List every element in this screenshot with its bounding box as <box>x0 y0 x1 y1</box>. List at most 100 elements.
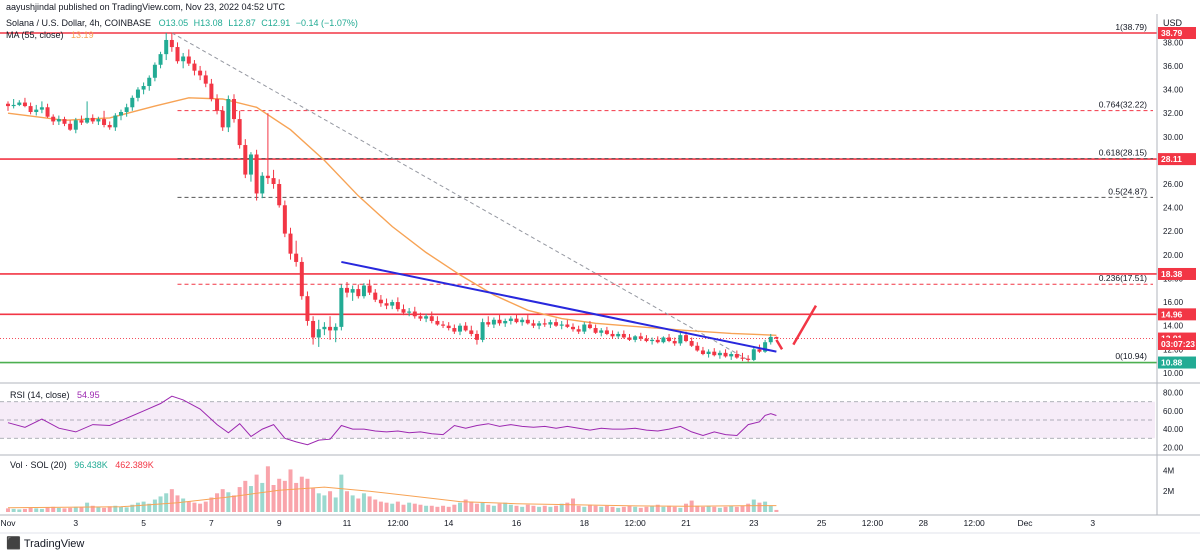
candle <box>378 294 383 307</box>
symbol-title[interactable]: Solana / U.S. Dollar, 4h, COINBASE O13.0… <box>6 18 358 28</box>
volume-bar <box>113 505 118 512</box>
trend-drawings[interactable] <box>341 260 818 353</box>
candle <box>367 279 372 295</box>
candle-body <box>124 107 129 112</box>
candle-body <box>203 75 208 84</box>
volume-bar <box>186 501 191 512</box>
candle <box>678 332 683 346</box>
volume-bar <box>288 469 293 512</box>
candle-body <box>717 352 722 356</box>
volume-legend[interactable]: Vol · SOL (20) 96.438K 462.389K <box>10 460 154 470</box>
candle-body <box>34 109 39 112</box>
candle <box>141 82 146 95</box>
volume-bar <box>119 506 123 512</box>
candle-body <box>107 124 112 128</box>
candle-body <box>740 357 745 359</box>
rsi-line <box>7 395 777 446</box>
candle <box>497 315 502 326</box>
candle <box>277 179 282 208</box>
candle <box>650 337 655 345</box>
volume-bar <box>282 480 287 512</box>
time-axis[interactable]: Nov 3 5 7 9 11 12:00 14 16 18 12:00 21 23 25 12:00 28 12… <box>0 518 1095 528</box>
fib-label: 0.618(28.15) <box>1099 148 1147 158</box>
candle <box>158 51 163 69</box>
candle-body <box>198 70 203 76</box>
volume-bar <box>367 496 372 512</box>
candle-body <box>723 352 728 357</box>
volume-tick-label: 2M <box>1163 487 1174 496</box>
candle-body <box>164 39 169 55</box>
price-badge: 18.38 <box>1158 267 1196 280</box>
volume-legend-value2: 462.389K <box>115 460 154 470</box>
candle <box>559 320 564 330</box>
candle <box>616 331 621 339</box>
rsi-legend-value: 54.95 <box>77 390 100 400</box>
volume-bar <box>424 505 429 512</box>
candle-body <box>667 337 672 342</box>
candle-body <box>627 337 632 340</box>
candle <box>480 318 485 343</box>
candle-body <box>22 102 27 107</box>
volume-bar <box>700 506 705 512</box>
candle <box>130 95 135 111</box>
volume-bar <box>203 501 208 512</box>
volume-bar <box>102 507 107 512</box>
tradingview-brand[interactable]: ⬛ TradingView <box>6 536 84 550</box>
candle-body <box>712 351 717 356</box>
candle <box>260 172 265 199</box>
volume-bar <box>684 503 688 512</box>
volume-bar <box>491 505 496 512</box>
volume-bar <box>226 492 231 512</box>
candle <box>638 332 643 342</box>
price-tick-label: 16.00 <box>1163 298 1184 307</box>
volume-bar <box>729 505 734 512</box>
volume-bar <box>576 505 581 512</box>
candle <box>169 32 174 52</box>
candle-body <box>593 328 598 333</box>
price-badge-bg <box>1158 337 1196 350</box>
volume-bar <box>412 503 417 512</box>
symbol-name: Solana / U.S. Dollar, 4h, COINBASE <box>6 18 151 28</box>
candle <box>107 121 112 130</box>
volume-bar <box>486 504 491 512</box>
volume-bar <box>593 505 598 512</box>
rsi-legend[interactable]: RSI (14, close) 54.95 <box>10 390 100 400</box>
volume-bar <box>378 501 383 512</box>
ma-legend[interactable]: MA (55, close) 13.19 <box>6 30 94 40</box>
volume-bar <box>633 506 638 512</box>
volume-bar <box>6 508 10 512</box>
price-badge-bg <box>1158 267 1196 280</box>
fib-diagonal <box>171 32 749 361</box>
rsi-tick-label: 80.00 <box>1163 389 1184 398</box>
volume-bar <box>220 489 225 512</box>
time-tick-label: 12:00 <box>964 518 986 528</box>
tradingview-logo-icon: ⬛ <box>6 536 21 550</box>
candle <box>361 283 366 299</box>
candle <box>412 306 417 319</box>
candle <box>73 117 78 134</box>
price-badge: 38.79 <box>1158 27 1196 40</box>
candle <box>672 337 677 346</box>
candle <box>39 101 44 114</box>
time-tick-label: 11 <box>343 518 352 528</box>
volume-bar <box>401 504 406 512</box>
candle-body <box>62 119 67 124</box>
candle-body <box>209 83 214 100</box>
volume-bar <box>525 504 530 512</box>
candlesticks[interactable] <box>6 32 779 362</box>
candle <box>90 114 95 124</box>
candle <box>254 149 259 201</box>
candle <box>203 70 208 88</box>
currency-label[interactable]: USD <box>1163 18 1183 28</box>
volume-bar <box>11 508 16 512</box>
volume-bar <box>135 502 140 512</box>
candle-body <box>525 319 530 324</box>
candle <box>119 109 123 121</box>
time-tick-label: 7 <box>209 518 214 528</box>
volume-bar <box>469 501 474 512</box>
candle <box>520 317 525 326</box>
candle <box>147 75 152 91</box>
volume-bar <box>356 498 361 512</box>
